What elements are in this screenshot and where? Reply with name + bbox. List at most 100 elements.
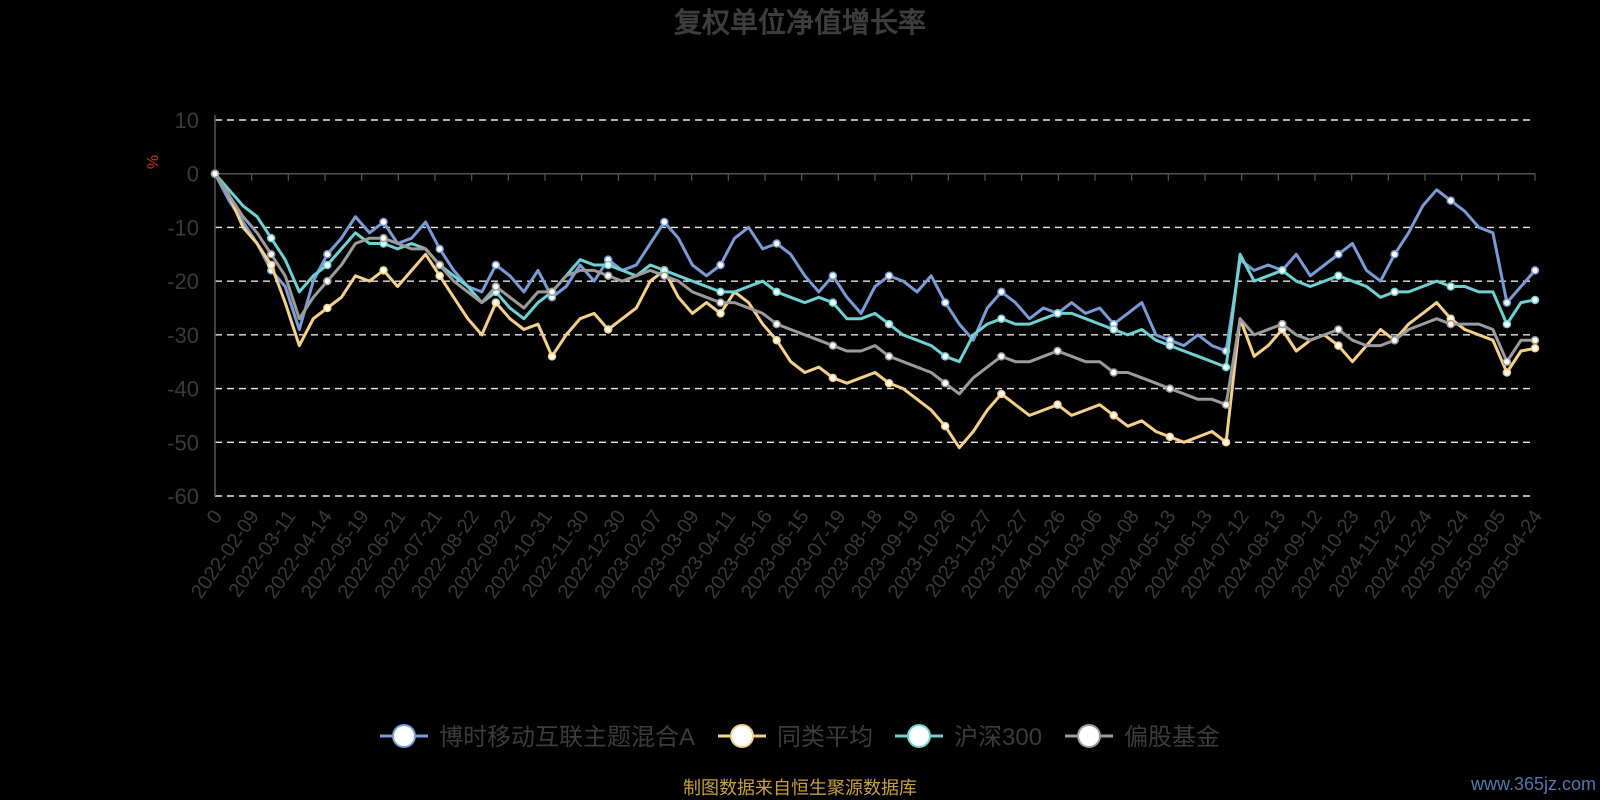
data-point xyxy=(772,319,781,329)
data-point xyxy=(716,287,725,297)
data-point xyxy=(716,260,725,270)
data-point xyxy=(323,250,332,259)
y-tick-label: -20 xyxy=(167,269,199,294)
data-point xyxy=(884,378,894,388)
series-line xyxy=(213,173,1537,353)
data-point xyxy=(997,389,1006,399)
data-point xyxy=(1165,341,1175,350)
chart-title: 复权单位净值增长率 xyxy=(674,6,926,39)
data-point xyxy=(547,352,557,361)
data-point xyxy=(1109,411,1118,420)
data-point xyxy=(1446,319,1455,329)
data-point xyxy=(1053,400,1062,409)
y-tick-label: -60 xyxy=(167,484,199,509)
data-point xyxy=(379,217,388,227)
data-point xyxy=(884,352,894,361)
data-point xyxy=(884,319,894,329)
data-point xyxy=(828,298,838,307)
data-point xyxy=(1165,432,1175,442)
y-axis-unit: % xyxy=(145,155,162,169)
watermark: www.365jz.com xyxy=(1470,774,1596,794)
data-point xyxy=(603,260,613,270)
y-tick-label: -10 xyxy=(167,215,199,240)
data-point xyxy=(1390,335,1399,345)
data-point xyxy=(1390,250,1399,259)
data-point xyxy=(1277,319,1287,329)
data-point xyxy=(1109,368,1118,377)
legend-label: 沪深300 xyxy=(954,724,1042,751)
data-point xyxy=(660,271,669,281)
data-point xyxy=(828,373,838,383)
data-point xyxy=(772,239,781,248)
data-point xyxy=(266,250,276,259)
data-point xyxy=(997,287,1006,297)
data-point xyxy=(1221,438,1231,447)
data-point xyxy=(772,287,781,297)
legend-item[interactable]: 沪深300 xyxy=(895,724,1042,751)
y-tick-label: 0 xyxy=(187,162,199,187)
data-point xyxy=(1334,325,1343,334)
data-point xyxy=(1502,298,1512,307)
data-point xyxy=(940,378,950,388)
data-point xyxy=(435,260,444,270)
data-point xyxy=(1109,325,1118,334)
data-point xyxy=(323,303,332,313)
data-point xyxy=(1502,357,1512,366)
data-point xyxy=(1334,271,1343,281)
data-point xyxy=(491,298,501,307)
data-point xyxy=(1053,346,1062,356)
x-tick-label: 0 xyxy=(203,506,227,528)
data-point xyxy=(997,352,1006,361)
data-source-note: 制图数据来自恒生聚源数据库 xyxy=(683,778,917,798)
data-point xyxy=(660,217,669,227)
legend-item[interactable]: 同类平均 xyxy=(718,724,873,751)
series-line xyxy=(213,172,1536,450)
data-point xyxy=(1334,341,1343,350)
legend[interactable]: 博时移动互联主题混合A 同类平均 沪深300 偏股基金 xyxy=(380,724,1220,751)
data-point xyxy=(1277,266,1287,275)
axes xyxy=(214,115,1536,496)
data-point xyxy=(603,325,613,334)
data-point xyxy=(1530,335,1540,345)
data-point xyxy=(379,266,388,275)
legend-marker-icon xyxy=(1077,724,1101,748)
data-point xyxy=(323,260,332,270)
data-point xyxy=(547,287,557,297)
data-point xyxy=(1446,282,1455,291)
legend-item[interactable]: 偏股基金 xyxy=(1065,724,1220,751)
data-point xyxy=(1221,362,1231,372)
data-point xyxy=(491,260,501,270)
data-point xyxy=(603,271,613,281)
data-point xyxy=(1530,295,1540,305)
data-point xyxy=(491,282,501,291)
data-point xyxy=(940,421,950,431)
legend-item[interactable]: 博时移动互联主题混合A xyxy=(380,724,695,751)
data-point xyxy=(772,335,781,345)
data-point xyxy=(210,169,220,178)
y-tick-labels: 10 0 -10 -20 -30 -40 -50 -60 xyxy=(167,108,199,509)
y-tick-label: -30 xyxy=(167,323,199,348)
legend-marker-icon xyxy=(907,724,931,748)
data-point xyxy=(716,298,725,307)
data-point xyxy=(1390,287,1399,297)
data-point xyxy=(1530,266,1540,275)
legend-label: 博时移动互联主题混合A xyxy=(439,724,695,751)
y-tick-label: -40 xyxy=(167,377,199,402)
series-line xyxy=(213,172,1535,407)
data-point xyxy=(1502,368,1512,377)
data-point xyxy=(323,276,332,286)
data-point xyxy=(1334,250,1343,259)
data-point xyxy=(1530,344,1540,353)
data-point xyxy=(884,271,894,281)
x-tick-labels: 02022-02-092022-03-112022-04-142022-05-1… xyxy=(187,506,1547,602)
series-lines xyxy=(210,169,1540,450)
data-point xyxy=(716,309,725,318)
data-point xyxy=(1165,384,1175,393)
legend-label: 偏股基金 xyxy=(1124,724,1220,751)
y-tick-label: -50 xyxy=(167,430,199,455)
data-point xyxy=(379,233,388,243)
data-point xyxy=(940,298,950,307)
data-point xyxy=(997,314,1006,323)
data-point xyxy=(828,271,838,281)
